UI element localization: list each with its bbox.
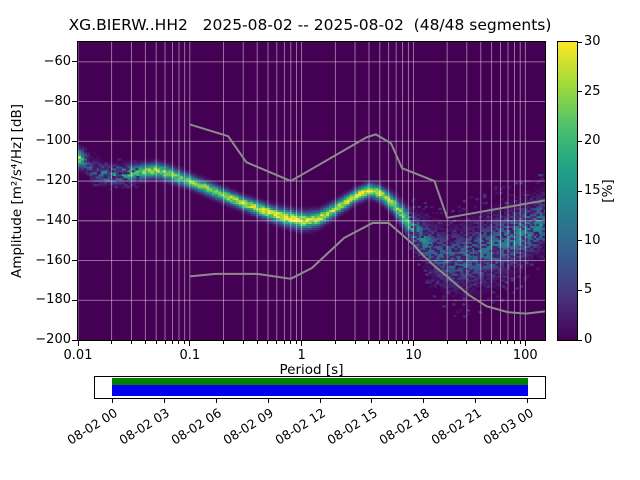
x-minor-tick-mark	[144, 341, 146, 344]
x-minor-tick-mark	[155, 341, 157, 344]
x-minor-tick-mark	[178, 341, 180, 344]
x-minor-tick-mark	[507, 341, 509, 344]
y-tick-label: −180	[35, 292, 71, 308]
colorbar-tick-label: 0	[584, 332, 593, 347]
colorbar-tick-mark	[578, 41, 582, 43]
colorbar-tick-mark	[578, 190, 582, 192]
x-minor-tick-mark	[491, 341, 493, 344]
y-tick-label: −60	[43, 53, 71, 69]
x-tick-label: 100	[512, 348, 538, 363]
x-minor-tick-mark	[402, 341, 404, 344]
x-minor-tick-mark	[276, 341, 278, 344]
colorbar-tick-label: 20	[584, 133, 601, 149]
x-minor-tick-mark	[354, 341, 356, 344]
x-minor-tick-mark	[172, 341, 173, 344]
timeline-segments-stripe	[112, 378, 528, 385]
x-minor-tick-mark	[290, 341, 292, 344]
x-minor-tick-mark	[407, 341, 409, 344]
x-minor-tick-mark	[513, 341, 515, 344]
y-tick-mark	[72, 101, 77, 103]
y-tick-mark	[72, 140, 77, 142]
colorbar-tick-label: 15	[584, 183, 601, 198]
x-minor-tick-mark	[446, 341, 448, 344]
y-tick-mark	[72, 180, 77, 182]
colorbar-tick-mark	[578, 339, 582, 341]
x-minor-tick-mark	[242, 341, 244, 344]
x-minor-tick-mark	[283, 341, 285, 344]
y-tick-label: −80	[43, 93, 71, 109]
y-tick-mark	[72, 61, 77, 63]
timeline-tick-mark	[267, 399, 269, 403]
x-tick-mark	[189, 341, 191, 346]
x-tick-mark	[77, 341, 79, 346]
x-tick-mark	[524, 341, 526, 346]
timeline-coverage-bar	[94, 376, 546, 399]
y-tick-label: −140	[35, 212, 71, 228]
colorbar-tick-label: 30	[584, 34, 601, 49]
timeline-tick-mark	[111, 399, 113, 403]
x-tick-label: 1	[297, 348, 306, 363]
timeline-tick-mark	[423, 399, 425, 403]
y-tick-label: −100	[35, 133, 71, 149]
x-minor-tick-mark	[334, 341, 336, 344]
ppsd-histogram-canvas	[78, 42, 545, 340]
x-minor-tick-mark	[296, 341, 298, 344]
y-tick-mark	[72, 299, 77, 301]
x-minor-tick-mark	[519, 341, 521, 344]
plot-area	[77, 41, 546, 341]
y-tick-label: −200	[35, 332, 71, 347]
y-tick-label: −160	[35, 252, 71, 268]
y-tick-mark	[72, 260, 77, 262]
x-minor-tick-mark	[111, 341, 113, 344]
y-axis-label: Amplitude [m²/s⁴/Hz] [dB]	[9, 103, 25, 279]
colorbar-tick-label: 10	[584, 232, 601, 248]
x-minor-tick-mark	[466, 341, 468, 344]
x-minor-tick-mark	[164, 341, 166, 344]
colorbar	[557, 41, 578, 341]
x-minor-tick-mark	[256, 341, 258, 344]
y-tick-label: −120	[35, 173, 71, 189]
x-axis-label: Period [s]	[279, 362, 344, 378]
x-minor-tick-mark	[267, 341, 269, 344]
x-tick-mark	[301, 341, 303, 346]
x-minor-tick-mark	[130, 341, 132, 344]
colorbar-tick-mark	[578, 240, 582, 242]
x-minor-tick-mark	[222, 341, 224, 344]
timeline-tick-mark	[371, 399, 373, 403]
x-tick-label: 0.01	[63, 348, 93, 363]
x-minor-tick-mark	[395, 341, 397, 344]
timeline-tick-mark	[163, 399, 165, 403]
x-minor-tick-mark	[379, 341, 381, 344]
colorbar-tick-mark	[578, 140, 582, 142]
timeline-tick-mark	[475, 399, 477, 403]
x-minor-tick-mark	[388, 341, 390, 344]
x-minor-tick-mark	[480, 341, 482, 344]
y-tick-mark	[72, 339, 77, 341]
plot-title: XG.BIERW..HH2 2025-08-02 -- 2025-08-02 (…	[68, 16, 552, 34]
x-minor-tick-mark	[499, 341, 501, 344]
colorbar-tick-mark	[578, 91, 582, 93]
x-minor-tick-mark	[184, 341, 186, 344]
timeline-tick-mark	[527, 399, 529, 403]
colorbar-tick-label: 25	[584, 83, 601, 99]
timeline-tick-mark	[319, 399, 321, 403]
colorbar-tick-label: 5	[584, 282, 593, 298]
x-minor-tick-mark	[368, 341, 370, 344]
x-tick-label: 10	[405, 348, 422, 363]
x-tick-mark	[412, 341, 414, 346]
colorbar-tick-mark	[578, 289, 582, 291]
y-tick-mark	[72, 220, 77, 222]
timeline-data-coverage-stripe	[112, 385, 528, 396]
timeline-tick-mark	[215, 399, 217, 403]
x-tick-label: 0.1	[179, 348, 201, 363]
